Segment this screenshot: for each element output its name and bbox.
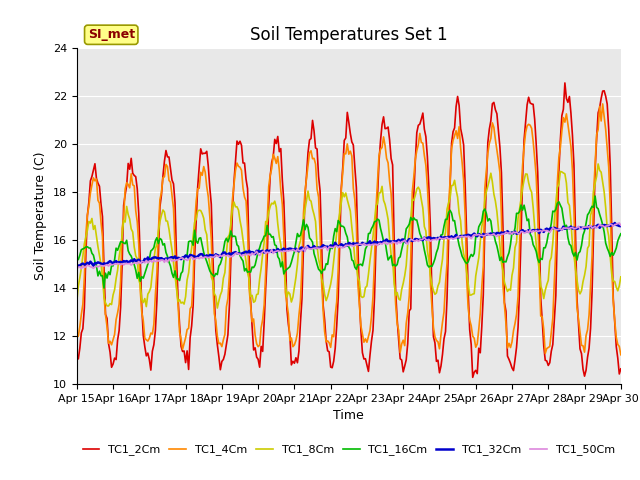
TC1_8Cm xyxy=(552,200,559,206)
TC1_32Cm xyxy=(90,263,97,268)
Text: SI_met: SI_met xyxy=(88,28,135,41)
TC1_4Cm xyxy=(413,148,420,154)
TC1_8Cm xyxy=(617,274,625,280)
TC1_8Cm xyxy=(214,305,221,311)
TC1_50Cm xyxy=(617,223,625,228)
TC1_32Cm xyxy=(176,255,184,261)
TC1_2Cm xyxy=(174,295,182,301)
TC1_4Cm xyxy=(550,279,558,285)
TC1_50Cm xyxy=(550,226,558,232)
TC1_4Cm xyxy=(401,343,408,348)
TC1_4Cm xyxy=(88,182,96,188)
Line: TC1_2Cm: TC1_2Cm xyxy=(77,83,621,377)
X-axis label: Time: Time xyxy=(333,409,364,422)
TC1_4Cm xyxy=(174,301,182,307)
TC1_4Cm xyxy=(383,156,390,161)
TC1_50Cm xyxy=(88,264,96,270)
TC1_2Cm xyxy=(552,293,559,299)
Line: TC1_32Cm: TC1_32Cm xyxy=(77,223,621,266)
TC1_32Cm xyxy=(415,237,422,243)
TC1_16Cm xyxy=(591,193,599,199)
TC1_16Cm xyxy=(384,257,392,263)
TC1_16Cm xyxy=(88,251,96,256)
TC1_8Cm xyxy=(384,216,392,222)
TC1_50Cm xyxy=(383,241,390,247)
TC1_32Cm xyxy=(403,240,410,245)
Title: Soil Temperatures Set 1: Soil Temperatures Set 1 xyxy=(250,25,447,44)
TC1_8Cm xyxy=(595,161,602,167)
Legend: TC1_2Cm, TC1_4Cm, TC1_8Cm, TC1_16Cm, TC1_32Cm, TC1_50Cm: TC1_2Cm, TC1_4Cm, TC1_8Cm, TC1_16Cm, TC1… xyxy=(78,440,620,460)
Line: TC1_16Cm: TC1_16Cm xyxy=(77,196,621,288)
TC1_8Cm xyxy=(73,299,81,305)
TC1_50Cm xyxy=(413,237,420,243)
TC1_32Cm xyxy=(611,220,619,226)
TC1_50Cm xyxy=(401,238,408,243)
TC1_16Cm xyxy=(617,231,625,237)
TC1_2Cm xyxy=(401,363,408,369)
TC1_32Cm xyxy=(74,263,82,269)
TC1_32Cm xyxy=(617,223,625,229)
TC1_8Cm xyxy=(415,184,422,190)
TC1_8Cm xyxy=(403,263,410,268)
Line: TC1_4Cm: TC1_4Cm xyxy=(77,104,621,355)
TC1_16Cm xyxy=(176,277,184,283)
TC1_8Cm xyxy=(174,299,182,304)
TC1_32Cm xyxy=(73,262,81,268)
TC1_50Cm xyxy=(73,266,81,272)
TC1_16Cm xyxy=(73,256,81,262)
TC1_16Cm xyxy=(552,206,559,212)
TC1_16Cm xyxy=(415,224,422,229)
TC1_16Cm xyxy=(403,226,410,232)
TC1_2Cm xyxy=(413,130,420,135)
TC1_2Cm xyxy=(561,80,569,86)
Line: TC1_50Cm: TC1_50Cm xyxy=(77,223,621,269)
TC1_50Cm xyxy=(616,220,623,226)
TC1_4Cm xyxy=(617,352,625,358)
TC1_32Cm xyxy=(384,239,392,244)
TC1_50Cm xyxy=(174,257,182,263)
Line: TC1_8Cm: TC1_8Cm xyxy=(77,164,621,308)
TC1_2Cm xyxy=(383,125,390,131)
TC1_4Cm xyxy=(73,330,81,336)
TC1_2Cm xyxy=(88,174,96,180)
TC1_32Cm xyxy=(552,226,559,231)
TC1_8Cm xyxy=(88,216,96,221)
TC1_4Cm xyxy=(599,101,607,107)
TC1_2Cm xyxy=(73,354,81,360)
TC1_2Cm xyxy=(469,374,477,380)
TC1_2Cm xyxy=(617,366,625,372)
TC1_16Cm xyxy=(100,285,108,291)
Y-axis label: Soil Temperature (C): Soil Temperature (C) xyxy=(35,152,47,280)
